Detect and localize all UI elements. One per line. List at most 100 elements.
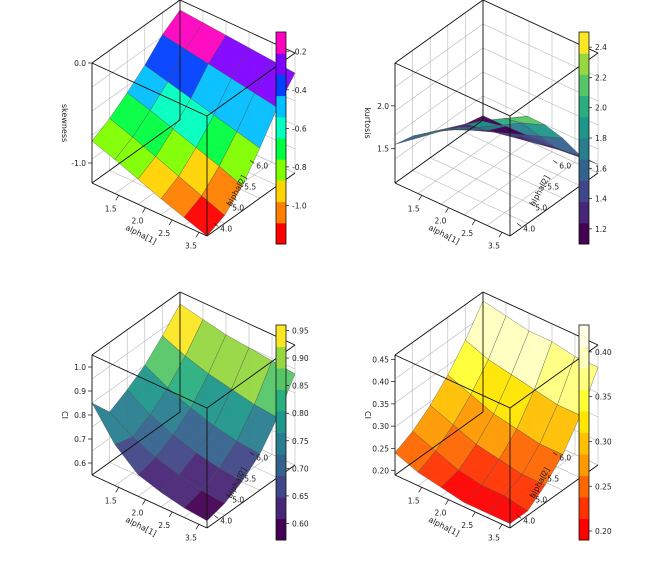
box-edge — [91, 119, 181, 184]
y-tick-mark — [540, 473, 546, 477]
colorbar-tick-label: 0.95 — [292, 327, 309, 336]
x-tick-mark — [195, 524, 200, 530]
y-tick-label: 4.0 — [220, 224, 232, 233]
z-tick-label: 0.7 — [74, 435, 86, 444]
y-tick-label: 5.5 — [547, 182, 559, 191]
x-tick-label: 2.5 — [158, 521, 170, 530]
grid-line — [394, 95, 484, 160]
x-tick-label: 2.0 — [435, 509, 447, 518]
colorbar-tick-label: 0.30 — [595, 437, 612, 446]
colorbar-segment — [276, 518, 286, 541]
colorbar: 0.95 0.90 0.85 0.80 0.75 0.70 0.65 0.60 — [275, 324, 309, 541]
y-tick-mark — [237, 473, 243, 477]
y-tick-mark — [237, 181, 243, 185]
colorbar-segment — [579, 497, 589, 519]
box-edge — [394, 0, 484, 64]
z-axis-label: kurtosis — [363, 107, 372, 138]
x-tick-mark — [445, 499, 449, 505]
x-axis-label: alpha[1] — [427, 223, 461, 246]
colorbar-segment — [276, 222, 286, 245]
z-tick-label: 0.25 — [372, 444, 389, 453]
y-tick-mark — [528, 494, 534, 498]
colorbar-tick-label: 0.35 — [595, 393, 612, 402]
x-tick-label: 3.5 — [185, 241, 197, 250]
colorbar-tick-label: 2.4 — [595, 43, 607, 52]
y-tick-mark — [528, 202, 534, 206]
colorbar-tick-label: 0.90 — [292, 354, 309, 363]
colorbar-segment — [276, 325, 286, 347]
z-tick-label: 0.0 — [74, 59, 86, 68]
colorbar-segment — [579, 53, 589, 75]
y-axis-ticks: 4.0 5.0 5.5 6.0 — [213, 452, 268, 525]
z-tick-label: 0.40 — [372, 378, 389, 387]
colorbar-frame — [275, 324, 287, 541]
x-axis-ticks: 1.5 2.0 2.5 3.5 — [408, 487, 503, 542]
box-edge — [394, 182, 511, 237]
colorbar-tick-label: 2.0 — [595, 104, 607, 113]
z-tick-label: 0.9 — [74, 387, 86, 396]
y-tick-label: 6.0 — [559, 161, 571, 170]
grid-line — [394, 23, 484, 88]
box-edge — [394, 291, 484, 356]
z-tick-label: 0.8 — [74, 411, 86, 420]
colorbar-segment — [276, 497, 286, 519]
y-tick-label: 5.0 — [232, 203, 244, 212]
colorbar-segment — [276, 201, 286, 224]
x-tick-label: 3.5 — [185, 533, 197, 542]
x-tick-label: 1.5 — [105, 496, 117, 505]
colorbar-tick-label: 0.70 — [292, 464, 309, 473]
x-tick-label: 3.5 — [488, 241, 500, 250]
surface-mesh — [394, 300, 599, 524]
box-edge — [394, 62, 511, 117]
y-tick-mark — [552, 160, 558, 164]
colorbar-segment — [579, 346, 589, 369]
y-tick-label: 4.0 — [220, 516, 232, 525]
x-tick-label: 1.5 — [408, 204, 420, 213]
x-tick-label: 2.0 — [132, 217, 144, 226]
colorbar: 2.4 2.2 2.0 1.8 1.6 1.4 1.2 — [578, 31, 607, 245]
colorbar-tick-label: 0.40 — [595, 348, 612, 357]
y-tick-mark — [540, 181, 546, 185]
y-tick-label: 5.5 — [244, 474, 256, 483]
x-tick-mark — [471, 511, 476, 518]
colorbar-segment — [579, 116, 589, 139]
y-tick-mark — [213, 223, 219, 227]
colorbar-segment — [579, 389, 589, 412]
colorbar-tick-label: 0.60 — [292, 519, 309, 528]
y-tick-mark — [213, 515, 219, 519]
colorbar-tick-label: 0.20 — [595, 527, 612, 536]
surface-mesh — [91, 303, 296, 522]
y-tick-mark — [249, 452, 255, 456]
colorbar-tick-label: 0.85 — [292, 382, 309, 391]
y-tick-mark — [225, 494, 231, 498]
x-tick-mark — [471, 219, 476, 226]
colorbar-segment — [276, 32, 286, 54]
colorbar-frame — [578, 324, 590, 541]
bounding-box — [394, 0, 599, 237]
z-axis-label: CI — [363, 411, 372, 419]
grid-line — [417, 130, 507, 194]
colorbar-segment — [276, 74, 286, 97]
x-tick-label: 2.5 — [461, 229, 473, 238]
box-edge — [394, 474, 511, 529]
bounding-box — [91, 291, 296, 529]
z-tick-label: -1.0 — [71, 159, 86, 168]
colorbar-tick-label: -1.0 — [292, 201, 307, 210]
y-tick-label: 6.0 — [256, 161, 268, 170]
surface-facet — [394, 131, 436, 145]
colorbar-segment — [276, 138, 286, 160]
y-tick-label: 5.0 — [535, 203, 547, 212]
z-axis-ticks: 0.0 -1.0 — [71, 59, 92, 168]
z-tick-label: 1.0 — [74, 363, 86, 372]
colorbar-segment — [579, 325, 589, 347]
colorbar-tick-label: -0.8 — [292, 163, 307, 172]
colorbar-tick-label: 1.8 — [595, 134, 607, 143]
y-axis-ticks: 4.0 5.0 5.5 6.0 — [213, 160, 268, 233]
colorbar: 0.40 0.35 0.30 0.25 0.20 — [578, 324, 612, 541]
z-tick-label: 0.30 — [372, 422, 389, 431]
